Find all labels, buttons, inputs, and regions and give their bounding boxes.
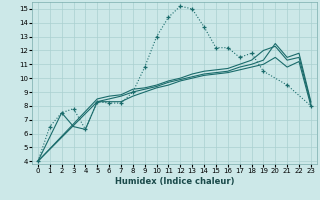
- X-axis label: Humidex (Indice chaleur): Humidex (Indice chaleur): [115, 177, 234, 186]
